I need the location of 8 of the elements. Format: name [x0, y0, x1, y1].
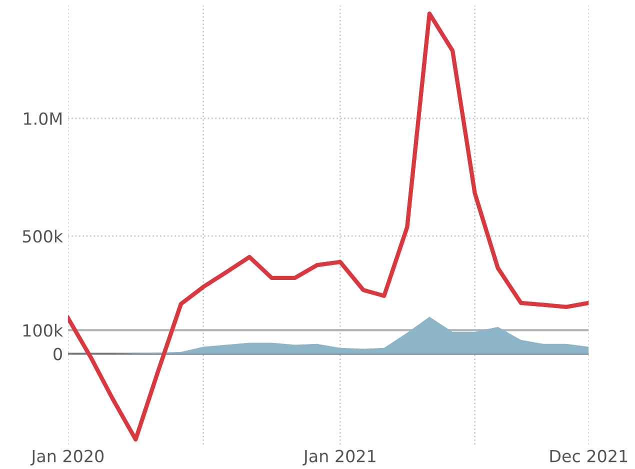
x-tick-label: Dec 2021 — [550, 450, 628, 462]
y-tick-label: 100k — [23, 324, 64, 337]
x-tick-label: Jan 2021 — [302, 450, 376, 466]
y-tick-label: 0 — [54, 348, 62, 360]
y-tick-label: 1.0M — [24, 112, 62, 125]
line-series — [68, 12, 589, 442]
y-tick-label: 500k — [22, 230, 64, 243]
x-tick-label: Jan 2020 — [30, 450, 104, 466]
